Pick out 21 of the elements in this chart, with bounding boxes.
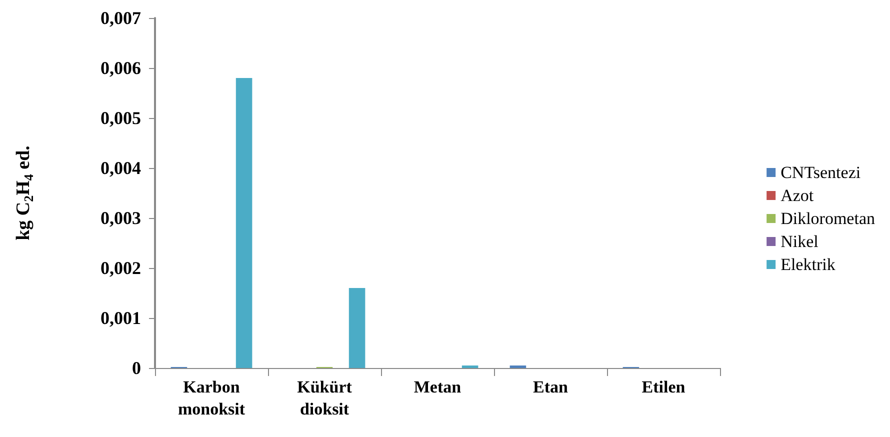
legend-label: CNTsentezi xyxy=(780,163,861,182)
legend-label: Elektrik xyxy=(780,255,836,274)
x-tick-label: Kükürt dioksit xyxy=(297,378,352,418)
y-tick-label: 0,004 xyxy=(100,158,141,178)
bar xyxy=(236,78,252,368)
y-tick-label: 0,006 xyxy=(100,58,141,78)
bar xyxy=(348,288,366,368)
y-tick-label: 0,002 xyxy=(100,258,141,278)
x-tick-label: Karbon monoksit xyxy=(178,378,246,418)
legend-label: Diklorometan xyxy=(780,209,876,228)
x-tick-label: Metan xyxy=(414,378,462,396)
y-axis-title: kg C2H4 ed. xyxy=(13,146,36,240)
legend-label: Azot xyxy=(780,186,814,205)
x-tick-label: Etan xyxy=(533,378,569,396)
y-tick-label: 0,003 xyxy=(100,208,141,228)
y-tick-label: 0,005 xyxy=(100,108,141,128)
x-tick-label: Etilen xyxy=(642,378,686,396)
legend-label: Nikel xyxy=(780,232,819,251)
y-tick-label: 0,001 xyxy=(100,308,141,328)
y-tick-label: 0 xyxy=(132,358,141,378)
y-tick-label: 0,007 xyxy=(100,8,141,28)
